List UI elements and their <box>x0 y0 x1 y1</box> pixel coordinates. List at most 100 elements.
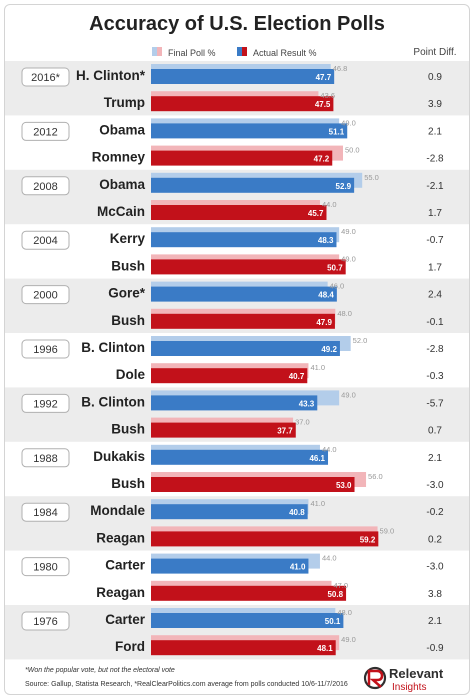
candidate-label: Obama <box>99 122 145 137</box>
actual-result-value: 48.4 <box>318 291 334 300</box>
actual-result-value: 51.1 <box>329 127 345 136</box>
candidate-label: Dukakis <box>93 449 145 464</box>
brand-mark-icon <box>363 666 387 690</box>
actual-result-bar <box>151 449 329 465</box>
legend-actual-result-label: Actual Result % <box>253 48 317 58</box>
year-label: 2012 <box>33 126 57 138</box>
point-diff-value: -2.8 <box>426 344 444 355</box>
point-diff-value: 3.8 <box>428 589 442 600</box>
actual-result-value: 46.1 <box>309 454 325 463</box>
year-box <box>21 230 70 250</box>
point-diff-value: 0.7 <box>428 426 442 437</box>
year-label: 1996 <box>33 344 57 356</box>
year-box <box>21 67 70 87</box>
year-box <box>21 121 70 141</box>
point-diff-value: -2.1 <box>426 181 444 192</box>
candidate-label: Kerry <box>110 231 146 246</box>
point-diff-value: 2.1 <box>428 616 442 627</box>
actual-result-bar <box>151 477 355 492</box>
final-poll-value: 59.0 <box>380 526 395 535</box>
actual-result-value: 47.2 <box>314 155 330 164</box>
candidate-label: B. Clinton <box>81 394 145 409</box>
legend-final-poll-swatch-r <box>157 47 162 56</box>
candidate-label: Ford <box>115 639 145 654</box>
point-diff-value: -0.9 <box>426 643 444 654</box>
actual-result-bar <box>151 640 336 656</box>
year-box <box>21 393 70 413</box>
point-diff-value: -3.0 <box>426 480 444 491</box>
actual-result-bar <box>151 177 355 193</box>
final-poll-value: 56.0 <box>368 472 383 481</box>
actual-result-value: 43.3 <box>299 399 315 408</box>
point-diff-value: 1.7 <box>428 262 442 273</box>
candidate-label: Reagan <box>96 530 145 545</box>
legend-final-poll-swatch-d <box>152 47 157 56</box>
final-poll-value: 49.0 <box>341 390 356 399</box>
brand-name-line2: Insights <box>392 682 426 693</box>
actual-result-bar <box>151 368 308 384</box>
year-label: 1988 <box>33 453 57 465</box>
final-poll-value: 55.0 <box>364 173 379 182</box>
point-diff-value: -2.8 <box>426 154 444 165</box>
final-poll-value: 44.0 <box>322 554 337 563</box>
actual-result-bar <box>151 96 334 112</box>
final-poll-value: 41.0 <box>310 499 325 508</box>
candidate-label: Obama <box>99 177 145 192</box>
point-diff-value: -0.1 <box>426 317 444 328</box>
brand-name-line1: Relevant <box>389 666 444 681</box>
candidate-label: Romney <box>92 150 146 165</box>
year-label: 2016* <box>31 72 60 84</box>
actual-result-bar <box>151 422 296 438</box>
final-poll-value: 48.0 <box>337 608 352 617</box>
point-diff-value: -0.3 <box>426 371 444 382</box>
actual-result-bar <box>151 69 335 84</box>
actual-result-bar <box>151 395 318 411</box>
actual-result-value: 59.2 <box>360 535 376 544</box>
actual-result-value: 47.5 <box>315 100 331 109</box>
year-box <box>21 502 70 522</box>
actual-result-value: 45.7 <box>308 209 324 218</box>
year-label: 2004 <box>33 235 57 247</box>
actual-result-bar <box>151 585 347 601</box>
actual-result-value: 48.3 <box>318 236 334 245</box>
actual-result-bar <box>151 313 335 329</box>
actual-result-value: 40.8 <box>289 508 305 517</box>
point-diff-value: -0.2 <box>426 507 444 518</box>
final-poll-value: 44.0 <box>322 445 337 454</box>
candidate-label: Carter <box>105 558 146 573</box>
final-poll-value: 52.0 <box>353 336 368 345</box>
year-label: 1976 <box>33 616 57 628</box>
candidate-label: Trump <box>104 95 145 110</box>
actual-result-value: 50.7 <box>327 263 343 272</box>
final-poll-value: 47.0 <box>333 581 348 590</box>
candidate-label: H. Clinton* <box>76 68 146 83</box>
actual-result-value: 49.2 <box>321 345 337 354</box>
year-box <box>21 176 70 196</box>
candidate-label: B. Clinton <box>81 340 145 355</box>
chart-frame: Accuracy of U.S. Election Polls Final Po… <box>4 4 470 695</box>
legend-actual-result-swatch-r <box>242 47 247 56</box>
candidate-label: Reagan <box>96 585 145 600</box>
point-diff-value: 0.9 <box>428 72 442 83</box>
candidate-label: Bush <box>111 422 145 437</box>
year-label: 2008 <box>33 181 57 193</box>
actual-result-value: 50.8 <box>327 590 343 599</box>
actual-result-bar <box>151 531 379 547</box>
final-poll-value: 46.0 <box>330 282 345 291</box>
candidate-label: Carter <box>105 612 146 627</box>
final-poll-value: 50.0 <box>345 146 360 155</box>
actual-result-bar <box>151 341 340 356</box>
candidate-label: Bush <box>111 258 145 273</box>
candidate-label: Gore* <box>108 286 146 301</box>
point-diff-value: 1.7 <box>428 208 442 219</box>
year-label: 2000 <box>33 290 57 302</box>
actual-result-bar <box>151 504 308 520</box>
chart-title: Accuracy of U.S. Election Polls <box>89 13 385 35</box>
point-diff-value: 2.4 <box>428 290 442 301</box>
final-poll-value: 41.0 <box>310 363 325 372</box>
brand-logo: Relevant Insights <box>363 666 444 693</box>
candidate-label: Bush <box>111 313 145 328</box>
legend-final-poll-label: Final Poll % <box>168 48 216 58</box>
actual-result-value: 41.0 <box>290 563 306 572</box>
footnote: *Won the popular vote, but not the elect… <box>25 667 175 674</box>
